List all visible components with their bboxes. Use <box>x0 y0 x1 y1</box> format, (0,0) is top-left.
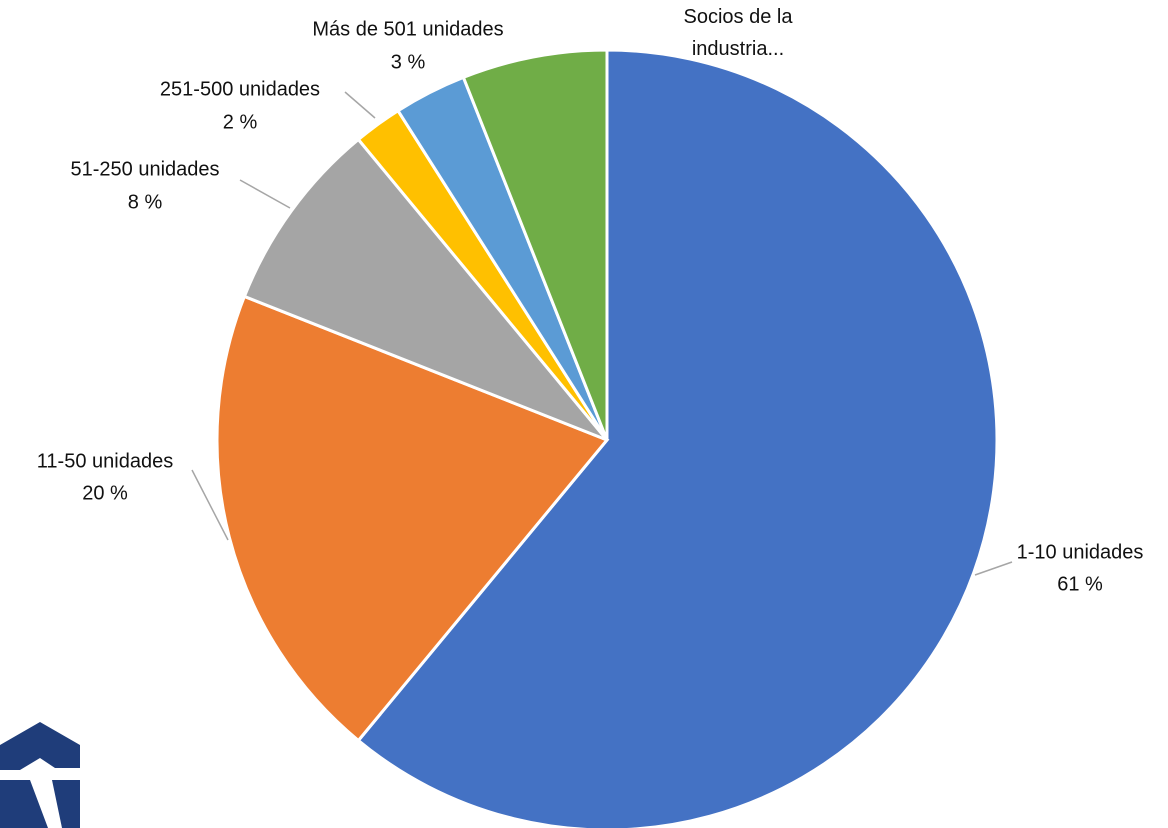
pie-slice <box>461 48 609 441</box>
slice-label: Socios de la industria... <box>684 6 794 60</box>
logo <box>0 722 80 828</box>
leader-line <box>344 91 376 119</box>
slice-value-label: 2 % <box>223 111 258 133</box>
slice-label: 1-10 unidades <box>1017 541 1144 563</box>
slice-label: 51-250 unidades <box>70 158 219 180</box>
leader-line <box>239 179 291 209</box>
slice-value-label: 8 % <box>128 191 163 213</box>
pie-slice <box>215 294 610 743</box>
slice-label: 11-50 unidades <box>37 450 173 472</box>
leader-line <box>191 469 229 541</box>
leader-line <box>974 561 1013 576</box>
slice-label: Más de 501 unidades <box>312 18 503 40</box>
slice-label: 251-500 unidades <box>160 78 320 100</box>
pie-slice <box>242 137 609 442</box>
slice-value-label: 20 % <box>82 482 128 504</box>
slice-value-label: 3 % <box>391 51 426 73</box>
slice-value-label: 61 % <box>1057 573 1103 595</box>
